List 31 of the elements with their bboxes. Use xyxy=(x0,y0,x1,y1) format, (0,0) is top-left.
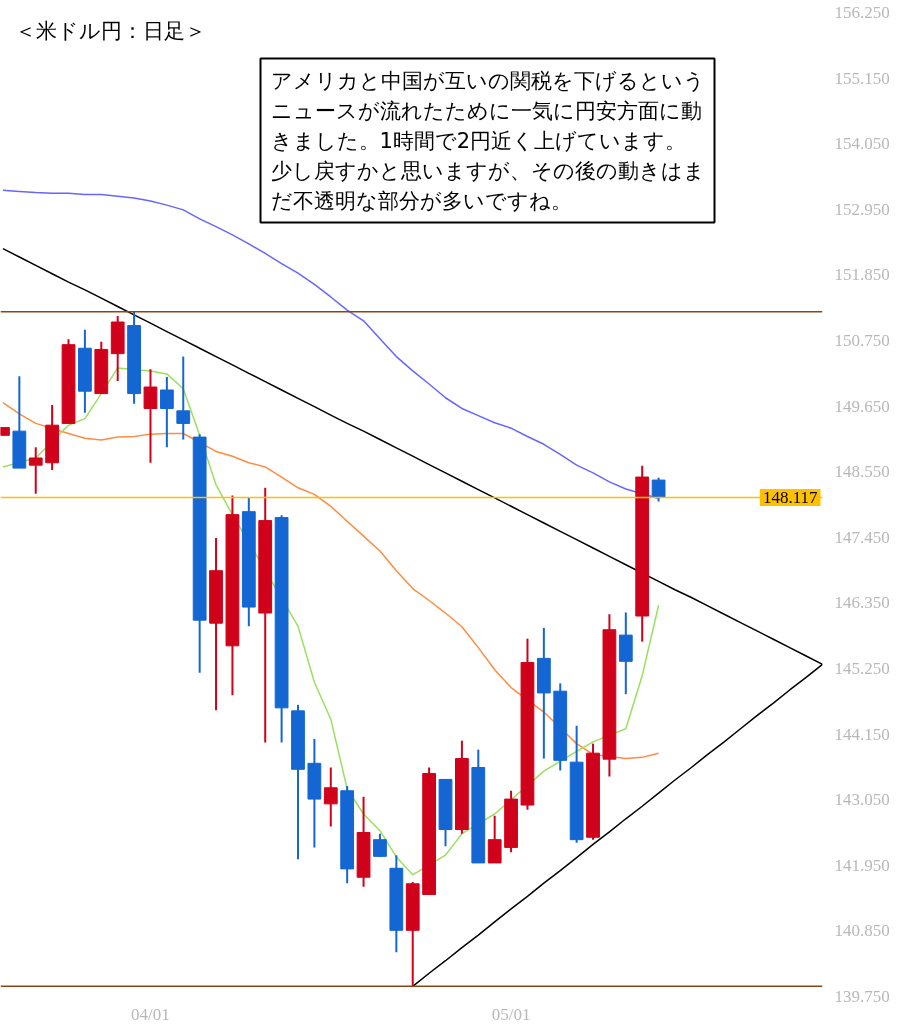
y-tick-label: 146.350 xyxy=(834,593,890,613)
y-tick-label: 155.150 xyxy=(834,68,890,88)
candlestick xyxy=(159,375,174,449)
candlestick xyxy=(176,355,191,441)
y-tick-label: 140.850 xyxy=(834,921,890,941)
y-tick-label: 154.050 xyxy=(834,134,890,154)
x-tick-label: 04/01 xyxy=(131,1004,170,1024)
candlestick xyxy=(373,832,387,858)
annotation: アメリカと中国が互いの関税を下げるというニュースが流れたために一気に円安方面に動きました。1時間で2円近く上げています。 xyxy=(270,68,705,153)
y-tick-label: 145.250 xyxy=(834,659,890,678)
candlestick xyxy=(487,814,502,864)
y-tick-label: 150.750 xyxy=(834,331,890,350)
x-tick-label: 05/01 xyxy=(491,1004,531,1024)
y-tick-label: 143.050 xyxy=(834,790,890,810)
y-tick-label: 148.550 xyxy=(834,462,890,482)
line-series xyxy=(2,401,660,760)
chart-title: ＜米ドル円：日足＞ xyxy=(14,18,206,43)
y-tick-label: 144.150 xyxy=(834,724,890,744)
annotation: 少し戻すかと思いますが、その後の動きはまだ不透明な部分が多いですね。 xyxy=(270,158,705,213)
y-tick-label: 141.950 xyxy=(834,855,890,875)
y-tick-label: 151.850 xyxy=(834,265,890,285)
y-tick-label: 156.250 xyxy=(834,3,890,22)
candlestick xyxy=(323,766,338,828)
y-tick-label: 152.950 xyxy=(834,199,890,219)
ref-line-label: 148.117 xyxy=(762,488,818,508)
candlestick xyxy=(143,368,158,464)
candlestick xyxy=(28,446,43,495)
candlestick xyxy=(651,476,666,503)
y-tick-label: 147.450 xyxy=(834,527,890,547)
y-tick-label: 149.650 xyxy=(834,396,890,416)
y-tick-label: 139.750 xyxy=(834,987,890,1006)
